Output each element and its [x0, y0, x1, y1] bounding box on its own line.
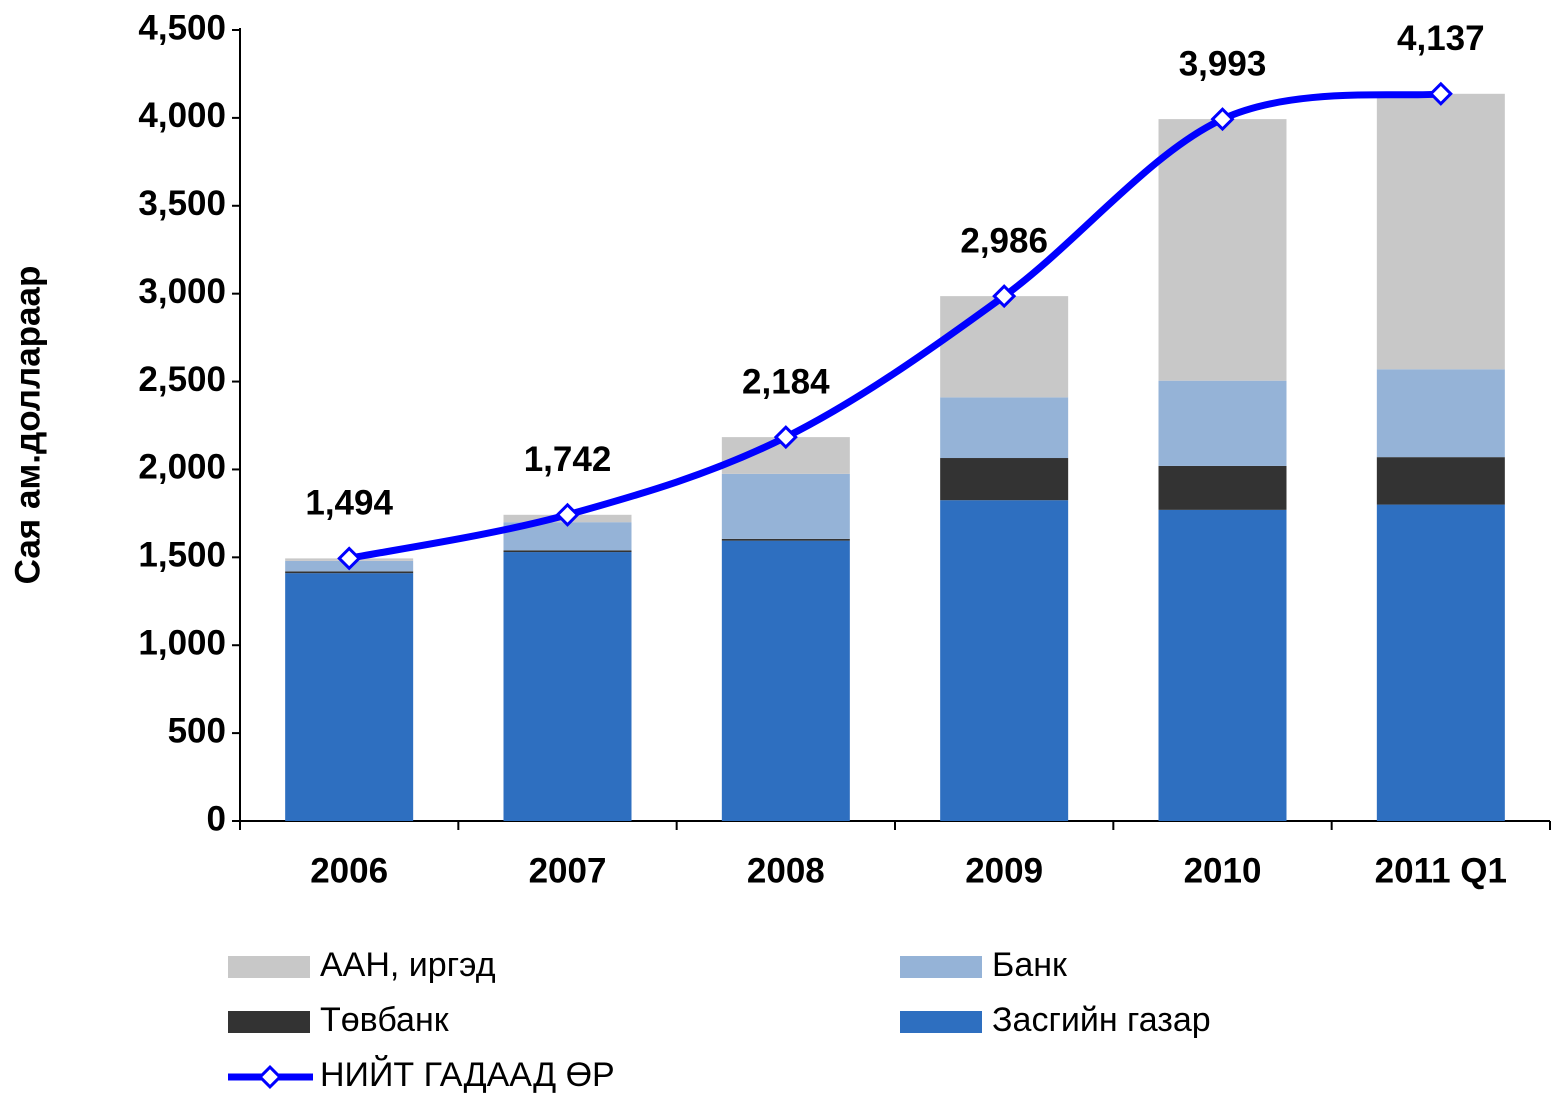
bar-segment [721, 538, 850, 541]
y-tick-label: 4,500 [138, 8, 226, 47]
bar-segment [1376, 457, 1505, 505]
legend-swatch [900, 1011, 982, 1033]
bar-segment [940, 397, 1069, 459]
bar-segment [721, 473, 850, 539]
y-tick-label: 4,000 [138, 96, 226, 135]
bar-segment [940, 500, 1069, 821]
y-tick-label: 1,500 [138, 536, 226, 575]
y-axis-title: Сая ам.доллараар [8, 266, 47, 585]
line-marker [773, 425, 798, 450]
y-tick-label: 500 [168, 711, 226, 750]
bar-segment [1158, 509, 1287, 821]
data-label: 2,184 [742, 362, 830, 401]
bar-segment [940, 458, 1069, 501]
x-tick-label: 2006 [310, 851, 388, 890]
bar-segment [1158, 465, 1287, 510]
legend-label: ААН, иргэд [320, 946, 496, 984]
x-tick-label: 2011 Q1 [1375, 851, 1507, 890]
x-tick-label: 2007 [529, 851, 607, 890]
data-label: 2,986 [960, 221, 1048, 260]
x-tick-label: 2010 [1184, 851, 1262, 890]
bar-segment [503, 550, 632, 553]
bar-segment [503, 552, 632, 821]
bar-segment [1376, 504, 1505, 821]
bar-segment [1158, 380, 1287, 466]
data-label: 3,993 [1179, 44, 1267, 83]
line-marker [992, 284, 1017, 309]
bar-segment [721, 540, 850, 821]
y-tick-label: 3,500 [138, 184, 226, 223]
y-tick-label: 2,500 [138, 360, 226, 399]
y-tick-label: 1,000 [138, 623, 226, 662]
y-tick-label: 3,000 [138, 272, 226, 311]
x-tick-label: 2008 [747, 851, 825, 890]
line-marker [1428, 81, 1453, 106]
data-label: 1,494 [305, 484, 393, 523]
bar-segment [940, 296, 1069, 398]
line-marker [555, 502, 580, 527]
data-label: 1,742 [524, 440, 612, 479]
bar-segment [1158, 119, 1287, 381]
legend-label: НИЙТ ГАДААД ӨР [320, 1056, 615, 1094]
line-marker [1210, 107, 1235, 132]
legend-label: Төвбанк [320, 1001, 450, 1039]
x-tick-label: 2009 [965, 851, 1043, 890]
y-tick-label: 2,000 [138, 448, 226, 487]
legend-swatch [900, 956, 982, 978]
bar-segment [1376, 93, 1505, 370]
bar-segment [285, 571, 414, 574]
y-tick-label: 0 [207, 799, 226, 838]
data-label: 4,137 [1397, 19, 1485, 58]
line-marker [337, 546, 362, 571]
bar-segment [1376, 369, 1505, 458]
legend-marker [257, 1064, 283, 1090]
legend-label: Засгийн газар [992, 1001, 1211, 1039]
legend-label: Банк [992, 946, 1068, 984]
line [348, 90, 1442, 562]
legend-swatch [228, 956, 310, 978]
legend-swatch [228, 1011, 310, 1033]
bar-segment [285, 573, 414, 821]
